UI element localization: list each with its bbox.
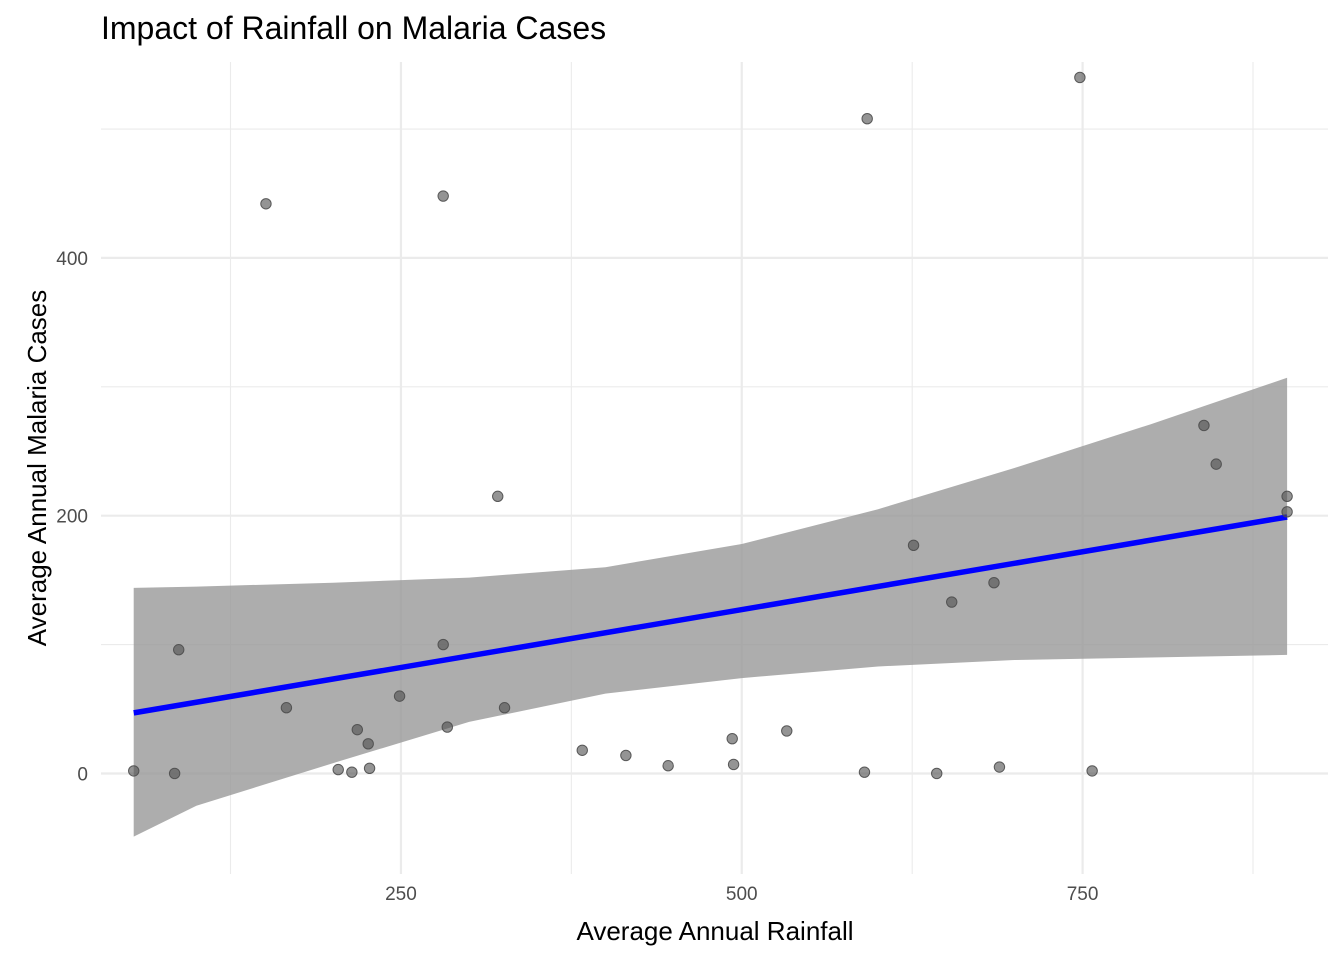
trend-line-group <box>133 514 1288 716</box>
data-point <box>781 725 793 737</box>
data-point <box>332 763 344 776</box>
data-point <box>1281 490 1293 503</box>
data-point <box>363 762 376 775</box>
data-point <box>492 490 504 503</box>
data-point <box>861 113 873 125</box>
data-point <box>946 596 958 608</box>
data-point <box>441 721 453 733</box>
data-point <box>173 644 185 656</box>
x-tick-label: 250 <box>385 884 417 905</box>
data-point <box>260 198 272 210</box>
x-tick-label: 500 <box>726 884 758 905</box>
data-point <box>1074 71 1086 84</box>
y-axis-ticks: 0 200 400 <box>56 249 88 786</box>
x-axis-ticks: 250 500 750 <box>385 884 1098 905</box>
data-point <box>437 190 449 202</box>
data-point <box>128 765 140 777</box>
data-point <box>620 749 632 762</box>
data-point <box>362 738 374 750</box>
data-point <box>1198 419 1210 432</box>
data-points <box>128 71 1293 780</box>
data-point <box>858 766 871 778</box>
data-point <box>931 767 943 780</box>
data-point <box>1281 506 1293 518</box>
data-point <box>1210 458 1222 470</box>
data-point <box>576 744 588 756</box>
data-point <box>437 638 449 651</box>
data-point <box>662 760 674 772</box>
x-axis-title: Average Annual Rainfall <box>576 916 853 946</box>
data-point <box>351 723 364 736</box>
trend-line <box>133 514 1288 716</box>
data-point <box>988 577 1000 589</box>
data-point <box>280 702 293 714</box>
data-point <box>907 539 920 552</box>
chart-title: Impact of Rainfall on Malaria Cases <box>101 10 606 46</box>
data-point <box>168 767 181 780</box>
confidence-band-area <box>133 377 1288 837</box>
data-point <box>346 766 358 778</box>
data-point <box>726 732 738 745</box>
data-point <box>498 702 511 714</box>
y-tick-label: 400 <box>56 249 88 270</box>
y-tick-label: 200 <box>56 507 88 528</box>
y-axis-title: Average Annual Malaria Cases <box>22 290 52 647</box>
data-point <box>1086 765 1098 777</box>
confidence-band <box>133 377 1288 837</box>
y-tick-label: 0 <box>77 764 88 785</box>
data-point <box>393 690 406 702</box>
data-point <box>993 761 1006 773</box>
x-tick-label: 750 <box>1067 884 1099 905</box>
data-point <box>727 758 740 771</box>
